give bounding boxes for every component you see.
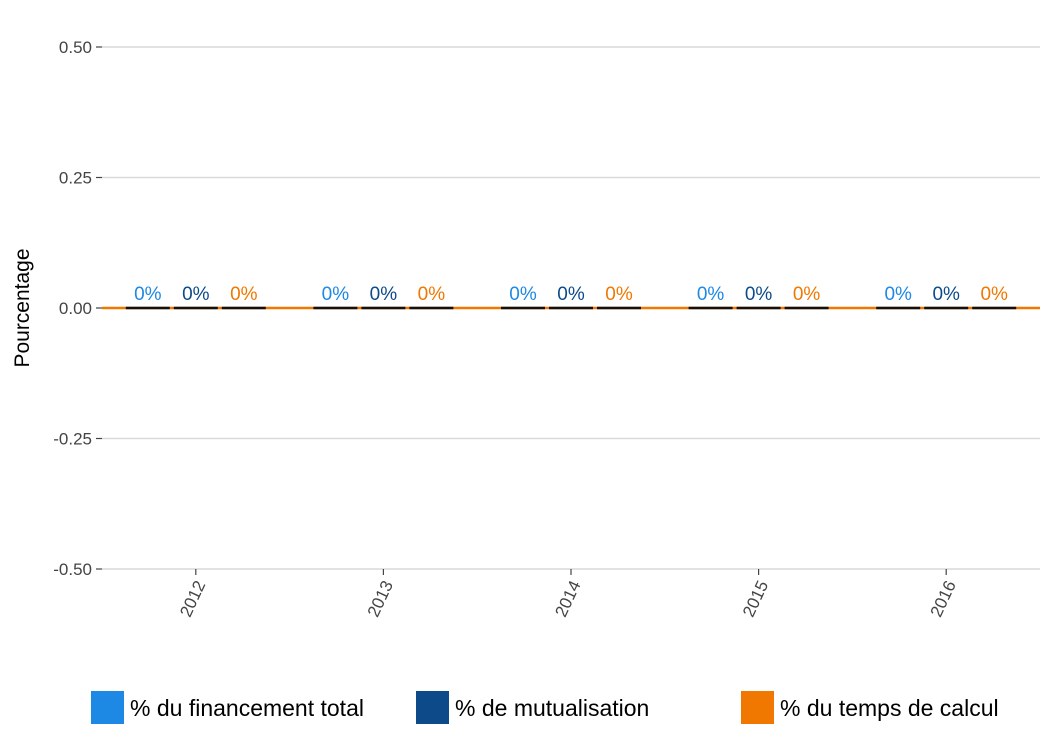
data-label: 0% <box>134 284 162 305</box>
data-label: 0% <box>605 284 633 305</box>
x-tick-label: 2014 <box>551 578 584 620</box>
data-label: 0% <box>322 284 350 305</box>
x-tick-label: 2015 <box>739 578 772 620</box>
y-tick-label: 0.25 <box>59 169 92 188</box>
legend-label: % de mutualisation <box>455 695 649 721</box>
data-label: 0% <box>418 284 446 305</box>
y-tick-label: -0.50 <box>53 560 92 579</box>
x-tick-label: 2012 <box>176 578 209 620</box>
y-tick-label: -0.25 <box>53 430 92 449</box>
data-label: 0% <box>557 284 585 305</box>
data-label: 0% <box>697 284 725 305</box>
data-label: 0% <box>370 284 398 305</box>
y-tick-label: 0.50 <box>59 38 92 57</box>
x-tick-label: 2013 <box>364 578 397 620</box>
data-label: 0% <box>932 284 960 305</box>
legend-swatch <box>416 691 449 724</box>
data-label: 0% <box>509 284 537 305</box>
legend-swatch <box>91 691 124 724</box>
x-tick-label: 2016 <box>927 578 960 620</box>
data-label: 0% <box>182 284 210 305</box>
data-label: 0% <box>745 284 773 305</box>
data-label: 0% <box>230 284 258 305</box>
legend-swatch <box>741 691 774 724</box>
x-axis: 2012 2013 2014 2015 2016 <box>176 569 960 620</box>
legend: % du financement total % de mutualisation… <box>91 691 999 724</box>
data-label: 0% <box>980 284 1008 305</box>
data-labels: 0% 0% 0% 0% 0% 0% 0% 0% 0% 0% 0% 0% 0% 0% 0% <box>134 284 1008 305</box>
y-tick-label: 0.00 <box>59 299 92 318</box>
y-axis-title: Pourcentage <box>11 248 34 367</box>
y-axis: 0.50 0.25 0.00 -0.25 -0.50 <box>53 38 102 579</box>
data-label: 0% <box>884 284 912 305</box>
legend-label: % du financement total <box>130 695 364 721</box>
data-label: 0% <box>793 284 821 305</box>
legend-label: % du temps de calcul <box>780 695 999 721</box>
